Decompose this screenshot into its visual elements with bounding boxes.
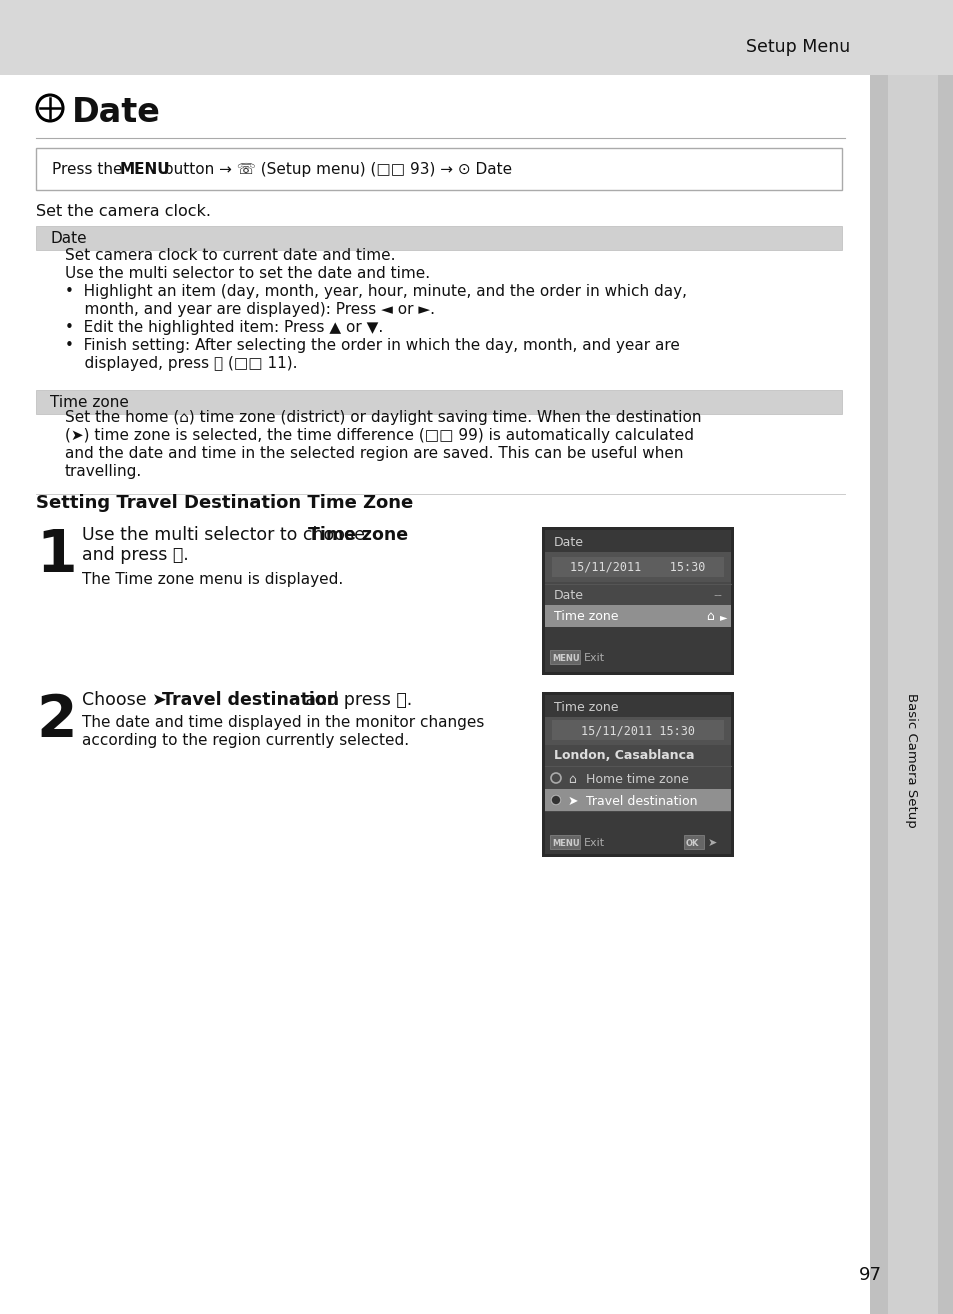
Text: MENU: MENU [552, 654, 579, 664]
Bar [550, 650, 579, 664]
Text: and press Ⓚ.: and press Ⓚ. [299, 691, 412, 710]
Text: 15/11/2011    15:30: 15/11/2011 15:30 [570, 561, 705, 574]
Text: (➤) time zone is selected, the time difference (□□ 99) is automatically calculat: (➤) time zone is selected, the time diff… [65, 428, 693, 443]
Bar [36, 226, 841, 250]
Bar [544, 767, 730, 788]
Text: 1: 1 [36, 527, 76, 583]
Text: OK: OK [685, 840, 699, 848]
Bar [541, 692, 733, 857]
Circle shape [551, 795, 560, 805]
Text: Set camera clock to current date and time.: Set camera clock to current date and tim… [65, 248, 395, 263]
Text: and press Ⓚ.: and press Ⓚ. [82, 547, 189, 564]
Text: Setting Travel Destination Time Zone: Setting Travel Destination Time Zone [36, 494, 413, 512]
Bar [36, 148, 841, 191]
Text: ⌂: ⌂ [705, 610, 713, 623]
Text: Time zone: Time zone [554, 700, 618, 714]
Text: according to the region currently selected.: according to the region currently select… [82, 733, 409, 748]
Bar [544, 530, 730, 671]
Text: displayed, press Ⓚ (□□ 11).: displayed, press Ⓚ (□□ 11). [65, 356, 297, 371]
Text: Time zone: Time zone [50, 396, 129, 410]
Text: travelling.: travelling. [65, 464, 142, 480]
Bar [552, 557, 723, 577]
Bar [552, 720, 723, 740]
Bar [544, 695, 730, 854]
Text: MENU: MENU [120, 162, 171, 177]
Text: button → ☏ (Setup menu) (□□ 93) → ⊙ Date: button → ☏ (Setup menu) (□□ 93) → ⊙ Date [159, 162, 512, 177]
Text: Time zone: Time zone [554, 610, 618, 623]
Text: ➤: ➤ [567, 795, 578, 808]
Text: Set the home (⌂) time zone (district) or daylight saving time. When the destinat: Set the home (⌂) time zone (district) or… [65, 410, 700, 424]
Text: Setup Menu: Setup Menu [745, 38, 849, 57]
Bar [544, 627, 730, 671]
Text: ►: ► [720, 612, 727, 622]
Text: London, Casablanca: London, Casablanca [554, 749, 694, 762]
Bar [683, 834, 703, 849]
Text: 15/11/2011 15:30: 15/11/2011 15:30 [580, 724, 695, 737]
Bar [544, 812, 730, 854]
Text: Date: Date [50, 231, 87, 246]
Text: Use the multi selector to set the date and time.: Use the multi selector to set the date a… [65, 265, 430, 281]
Text: Use the multi selector to choose: Use the multi selector to choose [82, 526, 370, 544]
Text: 2: 2 [36, 692, 76, 749]
Text: Date: Date [554, 536, 583, 549]
Bar [544, 552, 730, 582]
Text: 97: 97 [858, 1265, 881, 1284]
Text: Time zone: Time zone [308, 526, 408, 544]
Bar [887, 75, 937, 1314]
Bar [544, 788, 730, 811]
Text: The Time zone menu is displayed.: The Time zone menu is displayed. [82, 572, 343, 587]
Bar [0, 0, 953, 75]
Bar [544, 717, 730, 745]
Bar [544, 585, 730, 604]
Text: Travel destination: Travel destination [585, 795, 697, 808]
Text: month, and year are displayed): Press ◄ or ►.: month, and year are displayed): Press ◄ … [65, 302, 435, 317]
Text: •  Highlight an item (day, month, year, hour, minute, and the order in which day: • Highlight an item (day, month, year, h… [65, 284, 686, 300]
Bar [544, 695, 730, 717]
Bar [544, 604, 730, 627]
Bar [541, 527, 733, 675]
Text: MENU: MENU [552, 840, 579, 848]
Text: --: -- [712, 589, 721, 602]
Text: Home time zone: Home time zone [585, 773, 688, 786]
Text: Exit: Exit [583, 653, 604, 664]
Bar [36, 390, 841, 414]
Text: Date: Date [554, 589, 583, 602]
Text: Choose ➤: Choose ➤ [82, 691, 172, 710]
Bar [544, 530, 730, 552]
Text: •  Edit the highlighted item: Press ▲ or ▼.: • Edit the highlighted item: Press ▲ or … [65, 321, 383, 335]
Text: The date and time displayed in the monitor changes: The date and time displayed in the monit… [82, 715, 484, 731]
Bar [869, 75, 953, 1314]
Text: ⌂: ⌂ [567, 773, 576, 786]
Text: ➤: ➤ [707, 838, 717, 848]
Text: Exit: Exit [583, 838, 604, 848]
Text: •  Finish setting: After selecting the order in which the day, month, and year a: • Finish setting: After selecting the or… [65, 338, 679, 353]
Text: Travel destination: Travel destination [162, 691, 338, 710]
Text: Set the camera clock.: Set the camera clock. [36, 204, 211, 219]
Text: Press the: Press the [52, 162, 128, 177]
Text: Basic Camera Setup: Basic Camera Setup [904, 692, 918, 828]
Bar [550, 834, 579, 849]
Text: Date: Date [71, 96, 161, 129]
Text: and the date and time in the selected region are saved. This can be useful when: and the date and time in the selected re… [65, 445, 682, 461]
